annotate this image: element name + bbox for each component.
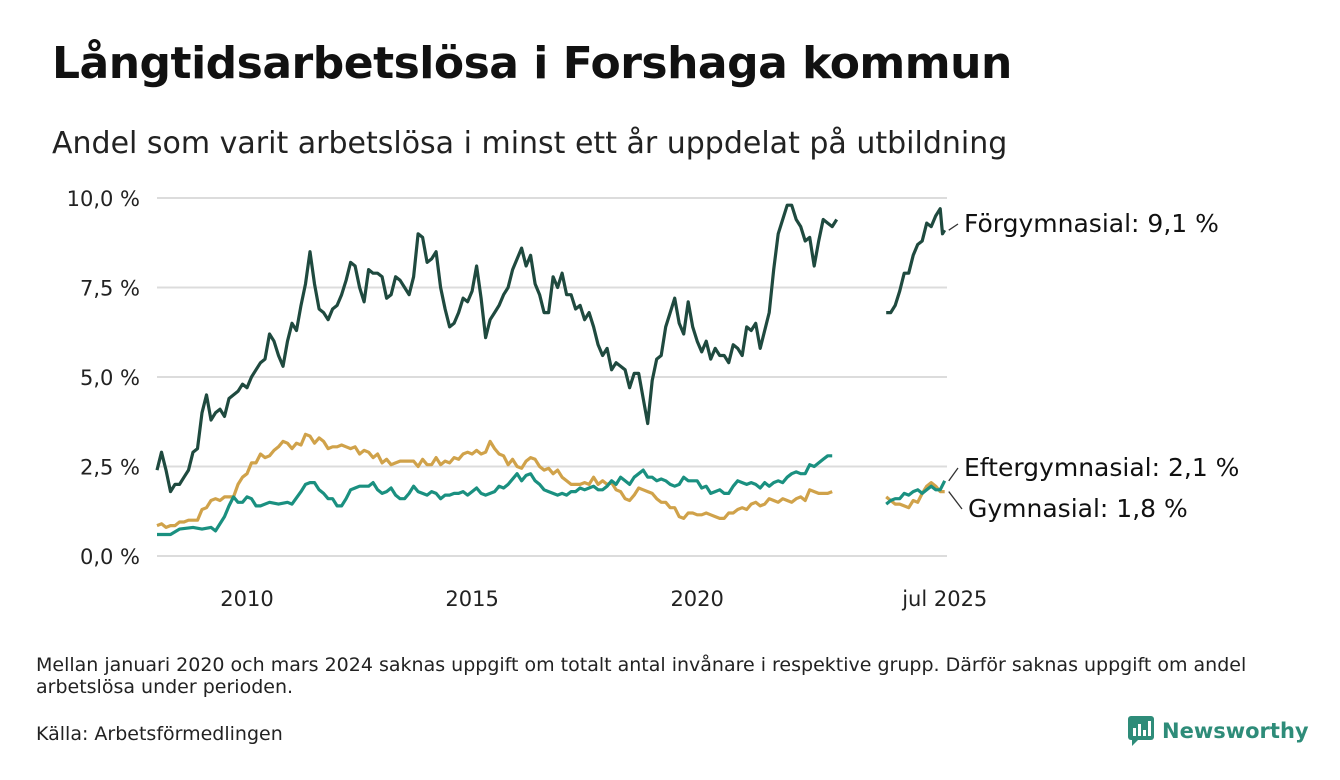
footnote: Mellan januari 2020 och mars 2024 saknas… xyxy=(36,654,1247,698)
series-line-eftergymnasial-1 xyxy=(885,480,947,506)
series-lines xyxy=(155,203,947,537)
brand-name: Newsworthy xyxy=(1162,719,1309,743)
y-tick-label: 0,0 % xyxy=(80,545,140,569)
series-line-eftergymnasial-0 xyxy=(157,454,833,537)
source-text: Källa: Arbetsförmedlingen xyxy=(36,723,283,745)
leader-line-gymnasial xyxy=(948,491,963,510)
axis-labels: 0,0 % 2,5 % 5,0 % 7,5 % 10,0 % 2010 2015 2020 ju… xyxy=(67,187,1240,611)
series-end-label-förgymnasial: Förgymnasial: 9,1 % xyxy=(964,209,1219,238)
x-tick-label: 2020 xyxy=(670,587,723,611)
y-tick-label: 7,5 % xyxy=(80,277,140,301)
y-tick-label: 2,5 % xyxy=(80,456,140,480)
series-line-förgymnasial-1 xyxy=(886,207,947,315)
line-chart: 0,0 % 2,5 % 5,0 % 7,5 % 10,0 % 2010 2015 2020 ju… xyxy=(67,187,1240,611)
series-line-förgymnasial-0 xyxy=(155,203,839,494)
series-end-label-eftergymnasial: Eftergymnasial: 2,1 % xyxy=(964,453,1239,482)
brand-logo[interactable]: Newsworthy xyxy=(1128,716,1309,746)
x-tick-label: 2015 xyxy=(445,587,498,611)
leader-line-förgymnasial xyxy=(948,223,959,231)
y-tick-label: 5,0 % xyxy=(80,366,140,390)
newsworthy-logo-icon xyxy=(1128,716,1154,746)
y-tick-label: 10,0 % xyxy=(67,187,140,211)
chart-title: Långtidsarbetslösa i Forshaga kommun xyxy=(52,38,1012,89)
leader-line-eftergymnasial xyxy=(948,467,959,482)
series-end-label-gymnasial: Gymnasial: 1,8 % xyxy=(968,494,1188,523)
x-tick-label: jul 2025 xyxy=(901,587,987,611)
x-tick-label: 2010 xyxy=(220,587,273,611)
series-line-gymnasial-0 xyxy=(156,432,833,529)
chart-subtitle: Andel som varit arbetslösa i minst ett å… xyxy=(52,126,1008,161)
series-line-gymnasial-1 xyxy=(885,481,945,510)
